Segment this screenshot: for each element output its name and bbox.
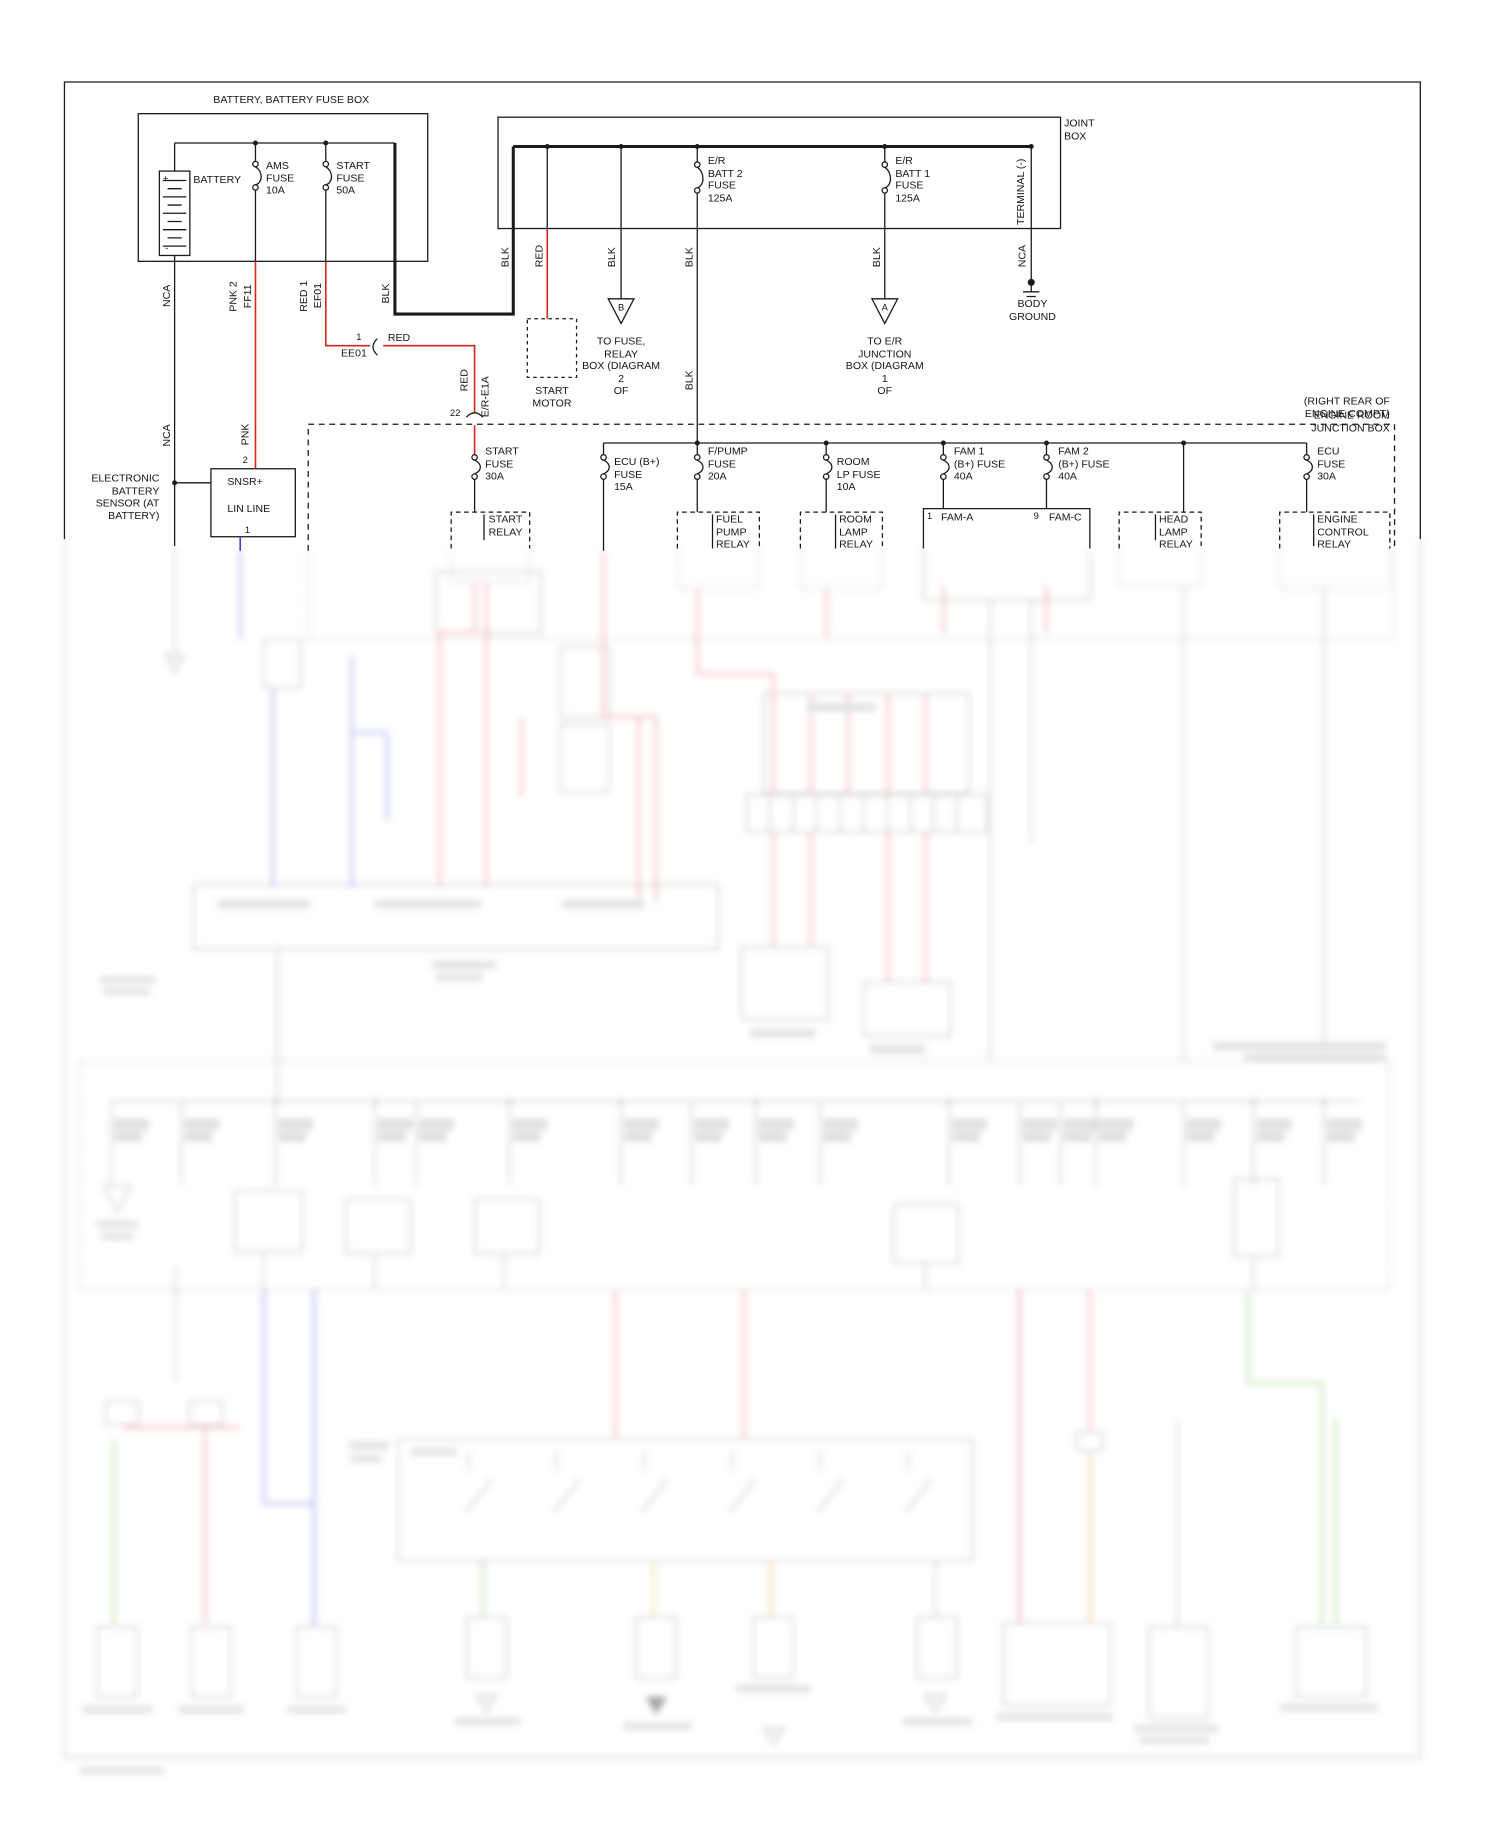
- relay-label-start: START RELAY: [488, 513, 523, 538]
- battery-fuse-box-outline: [137, 113, 429, 262]
- wire-label-red-vertical: RED: [458, 369, 470, 392]
- wire-label-blk-to-b: BLK: [605, 247, 618, 268]
- fam-a-pin: 1: [926, 510, 933, 522]
- reference-triangles: [607, 298, 899, 325]
- sensor-pin-1: 1: [244, 525, 251, 536]
- fam-box-outline: [922, 507, 1091, 549]
- fuse-label-fam1-40a: FAM 1 (B+) FUSE 40A: [953, 445, 1006, 482]
- sensor-snsr-label: SNSR+: [227, 475, 263, 488]
- connector-label-ee01: EE01: [341, 346, 367, 359]
- wire-label-blk-jointbox: BLK: [499, 247, 511, 268]
- connector-label-ff11: FF11: [241, 284, 254, 309]
- ams-fuse-label: AMS FUSE 10A: [266, 159, 295, 196]
- wire-label-pnk-lower: PNK: [239, 423, 251, 446]
- battery-sensor-label: ELECTRONIC BATTERY SENSOR (AT BATTERY): [91, 472, 160, 521]
- wire-label-blk-to-a: BLK: [870, 247, 883, 268]
- sensor-pin-2: 2: [242, 454, 248, 466]
- wire-label-pnk: PNK 2: [227, 281, 240, 312]
- connector-label-er-e1a: E/R-E1A: [479, 376, 492, 418]
- start-fuse-50a-label: START FUSE 50A: [336, 159, 370, 196]
- wire-label-nca-lower: NCA: [160, 424, 173, 447]
- body-ground-label: BODY GROUND: [1008, 297, 1056, 322]
- wire-label-blk-er-upper: BLK: [683, 247, 695, 268]
- relay-label-room-lamp: ROOM LAMP RELAY: [839, 513, 873, 550]
- main-feed-wire: [393, 142, 1032, 316]
- er-junction-title: ENGINE ROOM JUNCTION BOX: [1311, 408, 1390, 434]
- wire-label-red-horizontal: RED: [387, 331, 411, 344]
- er-batt1-fuse-label: E/R BATT 1 FUSE 125A: [895, 154, 931, 204]
- ref-b-letter: B: [617, 302, 625, 313]
- fam-c-pin: 9: [1033, 510, 1039, 522]
- junction-dots: [172, 140, 1187, 486]
- wire-label-nca-ground: NCA: [1016, 244, 1028, 268]
- wire-label-nca-upper: NCA: [160, 284, 173, 308]
- er-junction-box-outline: [307, 423, 1396, 551]
- battery-sensor-box-outline: [210, 468, 296, 538]
- wire-label-blk-er-lower: BLK: [683, 370, 695, 391]
- blurred-content: [63, 539, 1422, 1775]
- er-batt2-fuse-label: E/R BATT 2 FUSE 125A: [707, 154, 743, 204]
- connector-label-ef01: EF01: [311, 282, 324, 309]
- er-junction-location-note: (RIGHT REAR OF ENGINE COMPT): [1303, 394, 1390, 419]
- fuse-label-room-lp-10a: ROOM LP FUSE 10A: [836, 455, 881, 493]
- ref-a-note: TO E/R JUNCTION BOX (DIAGRAM 1 OF: [845, 335, 924, 397]
- fuse-label-fam2-40a: FAM 2 (B+) FUSE 40A: [1058, 445, 1110, 482]
- battery-minus-label: -: [165, 242, 169, 254]
- wire-label-blk-battery: BLK: [379, 283, 392, 304]
- start-motor-label: START MOTOR: [532, 384, 572, 409]
- fuse-label-fpump-20a: F/PUMP FUSE 20A: [707, 445, 748, 482]
- connector-symbols: [372, 338, 484, 418]
- fuse-symbol-arcs: [255, 166, 1313, 475]
- terminal-label: TERMINAL (-): [1014, 158, 1027, 225]
- joint-box-outline: [497, 116, 1062, 230]
- pin-1-ee01: 1: [356, 331, 362, 343]
- wire-label-red-jointbox: RED: [533, 244, 545, 268]
- fuse-label-ecu-b-15a: ECU (B+) FUSE 15A: [614, 455, 660, 493]
- red-wires: [254, 228, 549, 469]
- relay-label-fuel-pump: FUEL PUMP RELAY: [716, 513, 750, 550]
- battery-plus-label: +: [162, 173, 169, 184]
- outer-border: [63, 81, 1421, 540]
- fuse-symbols: [252, 160, 1310, 480]
- ref-b-note: TO FUSE, RELAY BOX (DIAGRAM 2 OF: [582, 335, 661, 397]
- relay-box-outlines: [450, 511, 1391, 549]
- battery-symbol: [158, 170, 191, 257]
- fam-a-label: FAM-A: [941, 510, 974, 523]
- battery-box-title: BATTERY, BATTERY FUSE BOX: [213, 93, 370, 106]
- joint-box-title: JOINT BOX: [1064, 117, 1095, 142]
- fam-c-label: FAM-C: [1048, 510, 1082, 523]
- relay-label-head-lamp: HEAD LAMP RELAY: [1158, 513, 1193, 550]
- wire-label-red: RED 1: [297, 280, 310, 312]
- battery-label: BATTERY: [193, 173, 242, 186]
- pin-22: 22: [450, 407, 461, 419]
- body-ground-symbol: [1023, 278, 1040, 298]
- sensor-lin-label: LIN LINE: [227, 502, 271, 515]
- fuse-label-start-30a: START FUSE 30A: [485, 445, 519, 482]
- ref-a-letter: A: [881, 302, 888, 313]
- relay-label-engine-control: ENGINE CONTROL RELAY: [1317, 513, 1369, 550]
- fuse-label-ecu-30a: ECU FUSE 30A: [1317, 445, 1346, 482]
- start-motor-outline: [526, 318, 578, 378]
